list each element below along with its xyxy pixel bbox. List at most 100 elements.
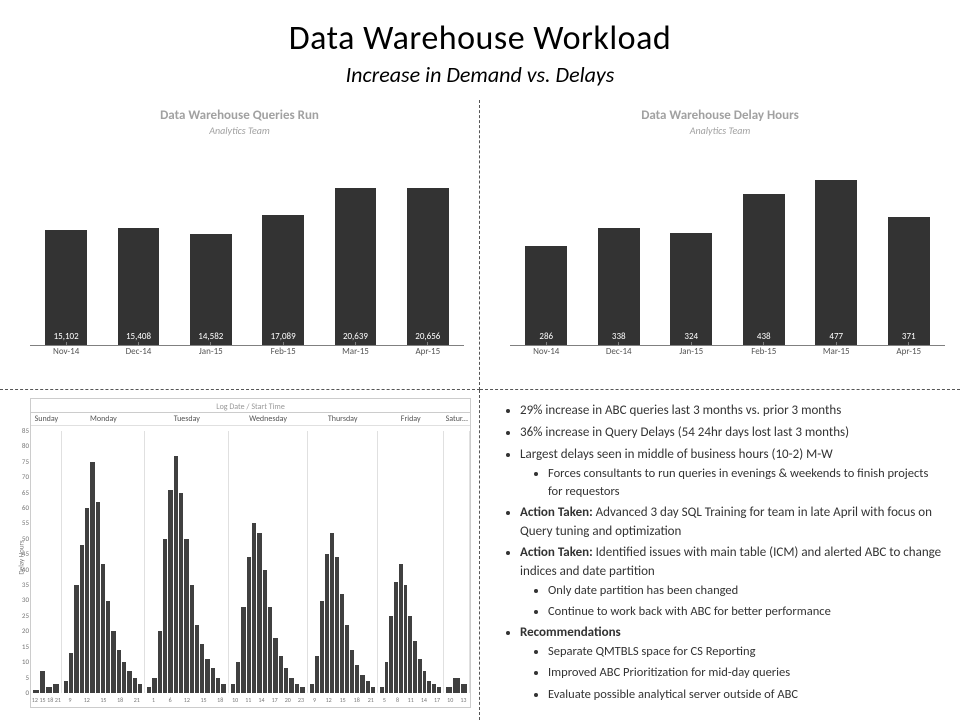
- histogram-bar: [74, 585, 78, 693]
- hour-tick-label: 23: [294, 696, 307, 704]
- queries-categories: Nov-14Dec-14Jan-15Feb-15Mar-15Apr-15: [30, 346, 464, 364]
- hour-tick-label: 21: [128, 696, 145, 704]
- hour-tick-label: 15: [195, 696, 212, 704]
- bullet-subitem: Evaluate possible analytical server outs…: [548, 686, 942, 704]
- bullet-item: 36% increase in Query Delays (54 24hr da…: [520, 424, 942, 443]
- delays-chart-title: Data Warehouse Delay Hours: [480, 108, 960, 123]
- bar-value-label: 371: [888, 331, 930, 342]
- category-label: Jan-15: [175, 346, 247, 364]
- bullet-text: Largest delays seen in middle of busines…: [520, 447, 833, 462]
- histogram-panel: [378, 431, 444, 693]
- hour-tick-label: 15: [336, 696, 350, 704]
- histogram-bar: [122, 662, 126, 693]
- histogram-bar: [211, 668, 215, 693]
- histogram-bar: [408, 616, 412, 693]
- histogram-title: Log Date / Start Time: [31, 399, 470, 412]
- histogram-bar: [200, 644, 204, 693]
- histogram-bar: [241, 607, 245, 693]
- bar-value-label: 286: [525, 331, 567, 342]
- bar-slot: 324: [655, 155, 728, 345]
- histogram-bar: [101, 564, 105, 693]
- bar-slot: 15,102: [30, 155, 102, 345]
- hour-tick-label: 10: [229, 696, 242, 704]
- histogram-bar: [389, 616, 393, 693]
- histogram-bar: [40, 671, 46, 693]
- bullet-text: 29% increase in ABC queries last 3 month…: [520, 403, 841, 418]
- hour-tick-label: 14: [255, 696, 268, 704]
- histogram-bar: [279, 656, 283, 693]
- histogram-bar: [335, 557, 339, 693]
- histogram-bar: [257, 533, 261, 693]
- bullet-subitem: Forces consultants to run queries in eve…: [548, 465, 942, 501]
- bullets-list: 29% increase in ABC queries last 3 month…: [480, 390, 960, 715]
- histogram-bar: [163, 539, 167, 693]
- bar: 324: [670, 233, 712, 345]
- bar-slot: 286: [510, 155, 583, 345]
- hour-tick-label: 12: [179, 696, 196, 704]
- histogram-bar: [330, 533, 334, 693]
- hour-tick-label: 15: [39, 696, 47, 704]
- page-subtitle: Increase in Demand vs. Delays: [0, 61, 960, 88]
- bar: 17,089: [262, 215, 304, 345]
- bar: 20,639: [335, 188, 377, 345]
- histogram-bar: [404, 585, 408, 693]
- histogram-bar: [355, 665, 359, 693]
- queries-chart-subtitle: Analytics Team: [0, 124, 479, 137]
- histogram-bar: [268, 607, 272, 693]
- bar-value-label: 17,089: [262, 331, 304, 342]
- histogram: Log Date / Start Time SundayMondayTuesda…: [30, 398, 471, 708]
- bullet-subitem: Only date partition has been changed: [548, 582, 942, 600]
- histogram-bar: [310, 684, 314, 693]
- histogram-bar: [247, 557, 251, 693]
- histogram-bar: [252, 523, 256, 693]
- histogram-bar: [221, 684, 225, 693]
- delays-chart-subtitle: Analytics Team: [480, 124, 960, 137]
- histogram-bar: [360, 675, 364, 693]
- header: Data Warehouse Workload Increase in Dema…: [0, 0, 960, 88]
- histogram-bar: [96, 502, 100, 693]
- bar-value-label: 338: [598, 331, 640, 342]
- queries-bars-area: 15,10215,40814,58217,08920,63920,656: [30, 155, 464, 346]
- bullet-item: Largest delays seen in middle of busines…: [520, 446, 942, 501]
- category-label: Nov-14: [30, 346, 102, 364]
- category-label: Dec-14: [583, 346, 656, 364]
- panel-xaxis: 16121518: [145, 693, 228, 707]
- histogram-bar: [152, 678, 156, 693]
- day-header: Friday: [378, 413, 444, 425]
- day-header: Satur...: [444, 413, 470, 425]
- bullet-subitem: Separate QMTBLS space for CS Reporting: [548, 643, 942, 661]
- histogram-bar: [53, 684, 59, 693]
- histogram-bars: [310, 431, 375, 693]
- histogram-bar: [106, 601, 110, 693]
- delays-chart-cell: Data Warehouse Delay Hours Analytics Tea…: [480, 100, 960, 390]
- histogram-bars: [380, 431, 441, 693]
- hour-tick-label: 9: [308, 696, 322, 704]
- bottom-row: Log Date / Start Time SundayMondayTuesda…: [0, 390, 960, 720]
- histogram-bar: [315, 656, 319, 693]
- histogram-bar: [399, 564, 403, 693]
- category-label: Apr-15: [873, 346, 946, 364]
- bullet-sublist: Only date partition has been changedCont…: [520, 582, 942, 621]
- histogram-bar: [90, 462, 94, 693]
- queries-barchart: 15,10215,40814,58217,08920,63920,656 Nov…: [30, 155, 464, 364]
- histogram-bar: [325, 554, 329, 693]
- histogram-bar: [184, 539, 188, 693]
- bar-value-label: 477: [815, 331, 857, 342]
- category-label: Mar-15: [319, 346, 391, 364]
- delays-categories: Nov-14Dec-14Jan-15Feb-15Mar-15Apr-15: [510, 346, 945, 364]
- histogram-bar: [195, 625, 199, 693]
- hour-tick-label: 5: [378, 696, 391, 704]
- hour-tick-label: 11: [242, 696, 255, 704]
- histogram-bar: [432, 684, 436, 693]
- bar-slot: 14,582: [175, 155, 247, 345]
- bar-value-label: 438: [743, 331, 785, 342]
- hour-tick-label: 20: [281, 696, 294, 704]
- bar-slot: 17,089: [247, 155, 319, 345]
- histogram-bar: [205, 659, 209, 693]
- histogram-bar: [138, 684, 142, 693]
- histogram-bars: [64, 431, 142, 693]
- queries-chart-title: Data Warehouse Queries Run: [0, 108, 479, 123]
- bar: 20,656: [407, 188, 449, 345]
- panel-xaxis: 12151821: [31, 693, 62, 707]
- histogram-bar: [461, 684, 467, 693]
